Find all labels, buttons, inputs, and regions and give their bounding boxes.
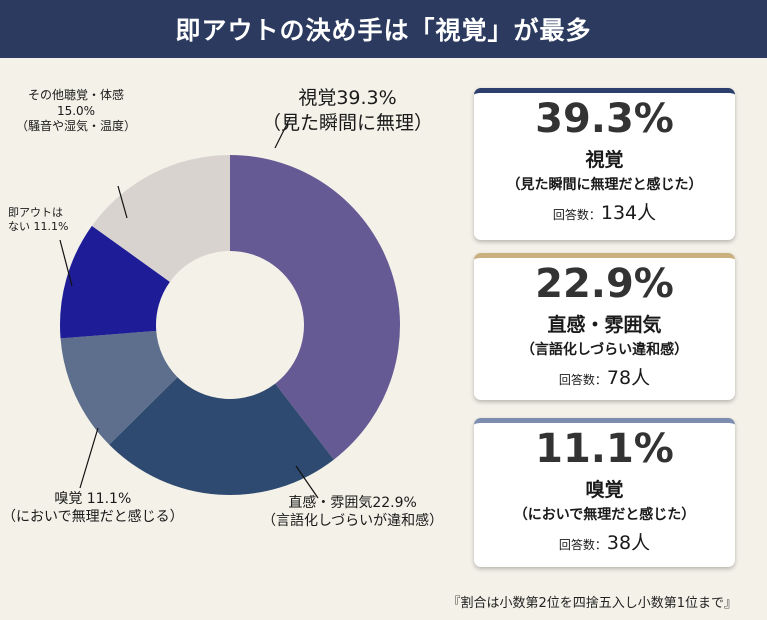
card-description: （見た瞬間に無理だと感じた） [506,177,703,193]
leader-line-none [59,239,73,287]
card-name: 直感・雰囲気 [547,314,662,336]
stat-card-intuition: 22.9% 直感・雰囲気 （言語化しづらい違和感） 回答数：78人 [474,253,735,400]
card-count: 回答数：78人 [474,363,735,390]
leader-line-intuition [295,465,319,499]
count-label: 回答数： [558,538,607,552]
leader-line-other [117,185,128,219]
label-visual-desc: （見た瞬間に無理） [262,111,434,134]
label-none: 即アウトは ない 11.1% [8,206,68,235]
label-smell: 嗅覚 11.1% （においで無理だと感じる） [2,490,184,526]
card-count: 回答数：134人 [474,198,735,225]
label-smell-value: 嗅覚 11.1% [54,491,132,507]
slice-none [60,225,170,339]
stat-card-smell: 11.1% 嗅覚 （においで無理だと感じた） 回答数：38人 [474,418,735,567]
card-name: 嗅覚 [585,479,624,501]
card-percent: 39.3% [535,96,674,142]
label-other-name: その他聴覚・体感 [28,88,125,102]
card-percent: 11.1% [535,426,674,472]
label-none-line1: 即アウトは [8,206,63,219]
stat-card-visual: 39.3% 視覚 （見た瞬間に無理だと感じた） 回答数：134人 [474,88,735,240]
count-label: 回答数： [558,373,607,387]
label-other-value: 15.0% [56,103,96,118]
label-other: その他聴覚・体感 15.0% （騒音や湿気・温度） [16,88,136,135]
label-visual-value: 視覚39.3% [298,87,397,109]
leader-line-smell [79,427,99,489]
donut-chart [59,117,401,499]
card-description: （においで無理だと感じた） [513,507,696,523]
slice-intuition [109,377,334,495]
label-other-desc: （騒音や湿気・温度） [16,119,137,134]
card-name: 視覚 [585,149,624,171]
card-percent: 22.9% [535,261,674,307]
label-intuition-desc: （言語化しづらいが違和感） [262,513,444,530]
slice-other [91,155,230,282]
label-smell-desc: （においで無理だと感じる） [2,509,184,526]
count-value: 78人 [606,367,651,389]
slice-smell [60,330,178,445]
count-label: 回答数： [552,208,601,222]
slice-visual [230,155,401,460]
count-value: 134人 [600,202,657,224]
label-none-line2: ない 11.1% [8,220,69,234]
label-intuition-value: 直感・雰囲気22.9% [288,495,417,511]
leader-line-visual [274,117,291,149]
card-description: （言語化しづらい違和感） [520,342,689,358]
count-value: 38人 [606,532,651,554]
footnote: 『割合は小数第2位を四捨五入し小数第1位まで』 [447,596,737,611]
page-title: 即アウトの決め手は「視覚」が最多 [0,0,767,58]
card-count: 回答数：38人 [474,528,735,555]
label-intuition: 直感・雰囲気22.9% （言語化しづらいが違和感） [262,494,443,530]
label-visual: 視覚39.3% （見た瞬間に無理） [262,86,433,135]
